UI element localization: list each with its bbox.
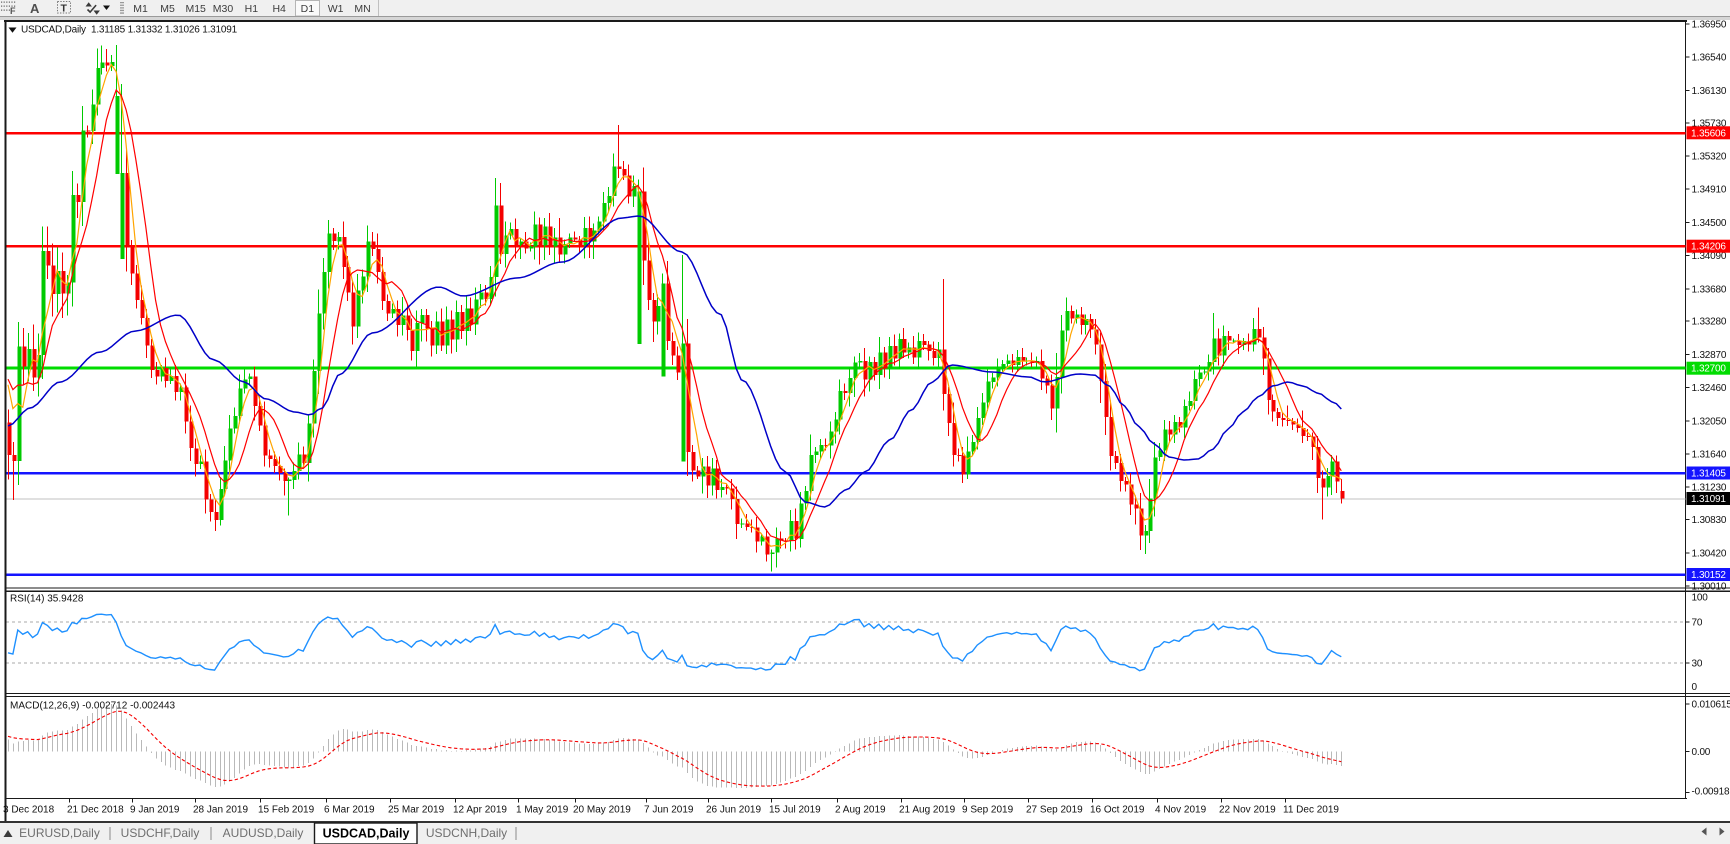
svg-text:1 May 2019: 1 May 2019: [516, 805, 569, 816]
svg-text:USDCAD,Daily 1.31185 1.31332: USDCAD,Daily 1.31185 1.31332 1.31026 1.3…: [21, 25, 238, 36]
svg-text:9 Jan 2019: 9 Jan 2019: [130, 805, 180, 816]
svg-text:0: 0: [1692, 682, 1698, 693]
svg-text:USDCHF,Daily: USDCHF,Daily: [121, 826, 200, 840]
svg-text:A: A: [30, 1, 40, 16]
svg-text:1.36540: 1.36540: [1692, 53, 1727, 64]
svg-text:21 Aug 2019: 21 Aug 2019: [899, 805, 956, 816]
svg-text:1.33280: 1.33280: [1692, 317, 1727, 328]
svg-text:M15: M15: [185, 3, 206, 15]
svg-text:22 Nov 2019: 22 Nov 2019: [1219, 805, 1276, 816]
svg-text:1.32700: 1.32700: [1691, 364, 1726, 375]
svg-text:1.35606: 1.35606: [1691, 128, 1726, 139]
svg-text:1.32870: 1.32870: [1692, 350, 1727, 361]
svg-text:2 Aug 2019: 2 Aug 2019: [835, 805, 886, 816]
svg-text:30: 30: [1692, 658, 1703, 669]
svg-text:W1: W1: [328, 3, 344, 15]
svg-text:0.00: 0.00: [1692, 747, 1711, 758]
svg-text:12 Apr 2019: 12 Apr 2019: [453, 805, 507, 816]
svg-text:27 Sep 2019: 27 Sep 2019: [1026, 805, 1083, 816]
svg-text:1.31405: 1.31405: [1691, 469, 1726, 480]
svg-text:100: 100: [1692, 593, 1709, 604]
svg-text:T: T: [61, 3, 68, 15]
svg-text:7 Jun 2019: 7 Jun 2019: [644, 805, 694, 816]
svg-text:M30: M30: [213, 3, 234, 15]
svg-text:H1: H1: [245, 3, 259, 15]
svg-text:AUDUSD,Daily: AUDUSD,Daily: [223, 826, 304, 840]
svg-text:16 Oct 2019: 16 Oct 2019: [1090, 805, 1145, 816]
svg-text:1.36950: 1.36950: [1692, 20, 1727, 31]
svg-text:1.36130: 1.36130: [1692, 86, 1727, 97]
svg-text:0.010615: 0.010615: [1692, 700, 1730, 711]
svg-text:1.30830: 1.30830: [1692, 515, 1727, 526]
svg-text:RSI(14) 35.9428: RSI(14) 35.9428: [10, 594, 84, 605]
svg-text:15 Jul 2019: 15 Jul 2019: [769, 805, 821, 816]
svg-text:1.30010: 1.30010: [1692, 582, 1727, 593]
svg-text:3 Dec 2018: 3 Dec 2018: [3, 805, 55, 816]
svg-text:21 Dec 2018: 21 Dec 2018: [67, 805, 124, 816]
svg-text:1.30420: 1.30420: [1692, 548, 1727, 559]
svg-text:USDCAD,Daily: USDCAD,Daily: [323, 827, 410, 841]
svg-text:11 Dec 2019: 11 Dec 2019: [1283, 805, 1339, 816]
svg-text:20 May 2019: 20 May 2019: [573, 805, 631, 816]
svg-text:1.31091: 1.31091: [1691, 494, 1726, 505]
svg-text:15 Feb 2019: 15 Feb 2019: [258, 805, 315, 816]
svg-text:1.35730: 1.35730: [1692, 118, 1727, 129]
svg-text:1.34910: 1.34910: [1692, 185, 1727, 196]
svg-text:1.34090: 1.34090: [1692, 251, 1727, 262]
svg-text:1.31230: 1.31230: [1692, 483, 1727, 494]
svg-text:M5: M5: [160, 3, 175, 15]
svg-text:9 Sep 2019: 9 Sep 2019: [962, 805, 1014, 816]
svg-text:F: F: [10, 6, 16, 16]
svg-text:1.35320: 1.35320: [1692, 152, 1727, 163]
svg-text:1.34500: 1.34500: [1692, 218, 1727, 229]
svg-text:H4: H4: [272, 3, 286, 15]
svg-text:D1: D1: [301, 3, 315, 15]
svg-text:1.33680: 1.33680: [1692, 284, 1727, 295]
svg-text:1.30152: 1.30152: [1691, 570, 1726, 581]
svg-text:M1: M1: [133, 3, 148, 15]
svg-text:MACD(12,26,9) -0.002712 -0.002: MACD(12,26,9) -0.002712 -0.002443: [10, 701, 176, 712]
svg-text:1.32460: 1.32460: [1692, 383, 1727, 394]
svg-text:MN: MN: [354, 3, 370, 15]
svg-text:1.32050: 1.32050: [1692, 416, 1727, 427]
svg-text:1.34206: 1.34206: [1691, 242, 1726, 253]
svg-text:70: 70: [1692, 618, 1703, 629]
svg-text:1.31640: 1.31640: [1692, 450, 1727, 461]
svg-text:25 Mar 2019: 25 Mar 2019: [388, 805, 445, 816]
svg-text:USDCNH,Daily: USDCNH,Daily: [426, 826, 507, 840]
svg-text:6 Mar 2019: 6 Mar 2019: [324, 805, 375, 816]
svg-text:EURUSD,Daily: EURUSD,Daily: [19, 826, 100, 840]
svg-text:26 Jun 2019: 26 Jun 2019: [706, 805, 761, 816]
svg-text:4 Nov 2019: 4 Nov 2019: [1155, 805, 1207, 816]
svg-text:28 Jan 2019: 28 Jan 2019: [193, 805, 248, 816]
